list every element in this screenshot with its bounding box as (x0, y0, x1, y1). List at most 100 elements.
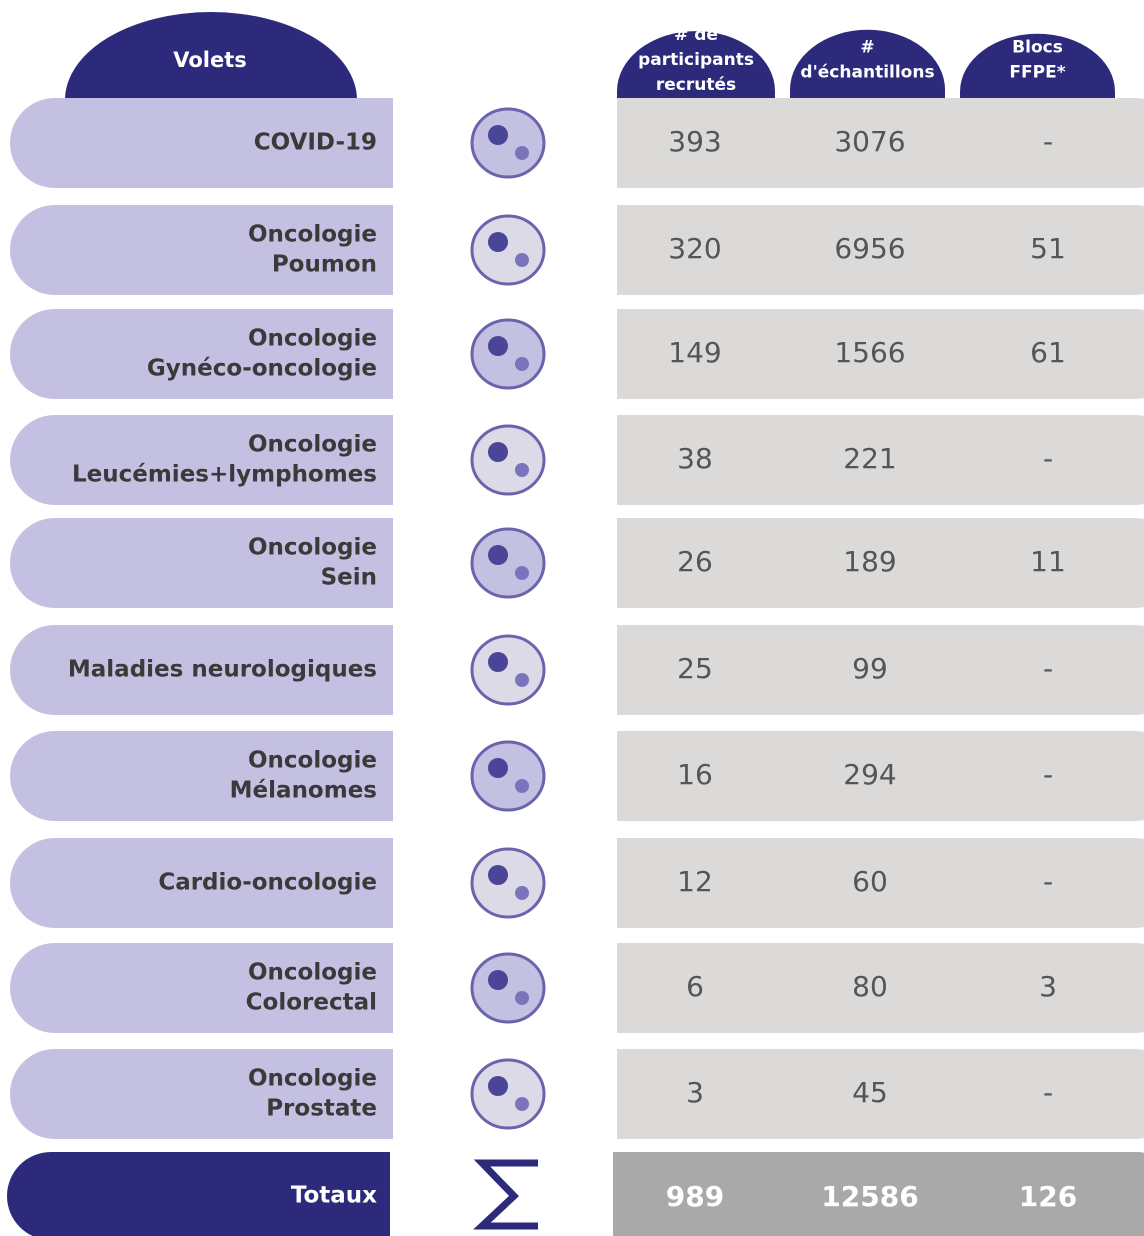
icon (470, 847, 546, 919)
value-pill (617, 625, 1144, 715)
row-label: Leucémies+lymphomes (72, 462, 377, 488)
icon (488, 442, 508, 462)
icon (515, 991, 529, 1005)
row-label: Colorectal (246, 990, 377, 1016)
row-value: 99 (852, 652, 888, 685)
column-header: participants (638, 50, 754, 70)
label-pill (10, 1049, 393, 1139)
label-pill (7, 1152, 390, 1236)
column-header: recrutés (656, 75, 736, 95)
label-pill (10, 731, 393, 821)
row-label: Oncologie (248, 960, 377, 986)
icon (470, 1058, 546, 1130)
row-value: 16 (677, 758, 713, 791)
totals-value: 12586 (821, 1180, 918, 1213)
value-pill (613, 1152, 1144, 1236)
row-value: 6956 (834, 232, 905, 265)
row-label: Oncologie (248, 1066, 377, 1092)
icon (470, 634, 546, 706)
label-pill (10, 838, 393, 928)
row-value: 3076 (834, 125, 905, 158)
icon (488, 232, 508, 252)
row-value: 80 (852, 970, 888, 1003)
icon (488, 125, 508, 145)
value-pill (617, 518, 1144, 608)
value-pill (617, 838, 1144, 928)
row-value: 61 (1030, 336, 1066, 369)
row-value: - (1043, 865, 1053, 898)
row-label: COVID-19 (254, 130, 377, 156)
icon (515, 253, 529, 267)
icon (470, 740, 546, 812)
label-pill (10, 309, 393, 399)
row-value: - (1043, 652, 1053, 685)
icon (470, 424, 546, 496)
row-value: 189 (843, 545, 896, 578)
icon (515, 357, 529, 371)
value-pill (617, 205, 1144, 295)
row-value: 60 (852, 865, 888, 898)
value-pill (617, 98, 1144, 188)
label-pill (10, 415, 393, 505)
row-label: Sein (321, 565, 377, 591)
row-value: 26 (677, 545, 713, 578)
row-value: 51 (1030, 232, 1066, 265)
row-value: 294 (843, 758, 896, 791)
row-value: 11 (1030, 545, 1066, 578)
row-label: Poumon (272, 252, 377, 278)
icon (515, 886, 529, 900)
label-pill (10, 943, 393, 1033)
row-value: - (1043, 758, 1053, 791)
value-pill (617, 415, 1144, 505)
column-dome (960, 33, 1115, 100)
icon (515, 779, 529, 793)
row-value: 221 (843, 442, 896, 475)
row-label: Oncologie (248, 326, 377, 352)
header-title: Volets (173, 48, 247, 72)
value-pill (617, 1049, 1144, 1139)
label-pill (10, 625, 393, 715)
sigma-icon (473, 1159, 538, 1230)
icon (488, 336, 508, 356)
totals-value: 126 (1019, 1180, 1077, 1213)
row-value: 25 (677, 652, 713, 685)
column-header: Blocs (1012, 38, 1063, 58)
column-header: d'échantillons (800, 63, 934, 83)
row-value: 3 (1039, 970, 1057, 1003)
row-value: - (1043, 1076, 1053, 1109)
icon (515, 673, 529, 687)
icon (515, 463, 529, 477)
icon (515, 566, 529, 580)
totals-label: Totaux (291, 1183, 377, 1209)
row-value: 3 (686, 1076, 704, 1109)
row-value: 38 (677, 442, 713, 475)
header-dome (65, 12, 357, 100)
column-header: # (860, 38, 874, 58)
label-pill (10, 98, 393, 188)
icon (470, 318, 546, 390)
row-value: - (1043, 442, 1053, 475)
row-value: 12 (677, 865, 713, 898)
row-value: 393 (668, 125, 721, 158)
column-dome (617, 31, 775, 100)
icon (488, 652, 508, 672)
row-label: Cardio-oncologie (158, 870, 377, 896)
icon (470, 527, 546, 599)
icon (470, 952, 546, 1024)
row-label: Oncologie (248, 432, 377, 458)
icon (488, 970, 508, 990)
row-value: 45 (852, 1076, 888, 1109)
icon (488, 865, 508, 885)
column-dome (790, 29, 945, 101)
row-label: Prostate (266, 1096, 377, 1122)
row-value: 6 (686, 970, 704, 1003)
column-header: # de (674, 25, 718, 45)
icon (515, 1097, 529, 1111)
icon (488, 758, 508, 778)
icon (515, 146, 529, 160)
icon (470, 214, 546, 286)
icon (488, 1076, 508, 1096)
row-value: 149 (668, 336, 721, 369)
